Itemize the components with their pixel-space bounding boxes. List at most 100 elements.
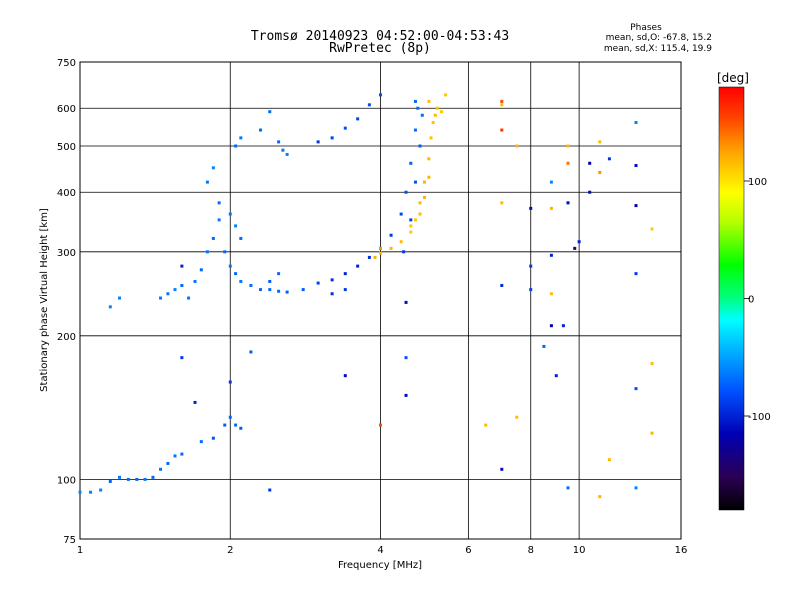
data-point-noise: [634, 486, 638, 490]
y-tick-label: 200: [57, 332, 76, 343]
data-point-noise: [577, 240, 581, 244]
data-point-o: [228, 415, 232, 419]
data-point-o: [259, 128, 263, 132]
data-point-x: [500, 201, 504, 205]
data-point-x: [427, 175, 431, 179]
data-point-x: [598, 495, 602, 499]
data-point-o: [118, 296, 122, 300]
data-point-o: [301, 288, 305, 292]
chart-title: Tromsø 20140923 04:52:00-04:53:43: [251, 29, 509, 44]
data-point-noise: [500, 283, 504, 287]
data-point-o: [285, 290, 289, 294]
data-point-o: [228, 380, 232, 384]
info-line-x: mean, sd,X: 115.4, 19.9: [604, 44, 712, 54]
data-point-x: [180, 264, 184, 268]
data-point-x: [429, 136, 433, 140]
data-point-o: [151, 475, 155, 479]
data-point-x: [484, 423, 488, 427]
data-point-x: [427, 157, 431, 161]
data-point-x: [427, 99, 431, 103]
data-point-noise: [379, 246, 382, 250]
data-point-o: [413, 99, 417, 103]
data-point-noise: [573, 246, 577, 250]
data-point-o: [223, 423, 227, 427]
data-point-o: [367, 103, 371, 107]
data-point-o: [389, 233, 393, 237]
data-point-o: [268, 288, 272, 292]
y-tick-label: 300: [57, 248, 76, 259]
data-point-noise: [529, 288, 533, 292]
colorbar-tick-label: 0: [748, 295, 754, 306]
data-point-o: [330, 136, 334, 140]
data-point-x: [418, 201, 422, 205]
data-point-o: [234, 144, 238, 148]
data-point-o: [402, 250, 406, 254]
data-point-o: [166, 461, 170, 465]
x-tick-label: 1: [77, 545, 83, 556]
data-point-noise: [549, 324, 553, 328]
data-point-x: [650, 227, 654, 231]
data-point-o: [199, 440, 203, 444]
data-point-o: [205, 250, 209, 254]
data-point-x: [409, 230, 413, 234]
data-point-o: [420, 113, 424, 117]
data-point-x: [500, 103, 504, 107]
data-point-o: [416, 106, 420, 110]
data-point-noise: [529, 206, 533, 210]
data-point-o: [78, 490, 82, 494]
data-point-o: [166, 292, 170, 296]
y-tick-label: 100: [57, 475, 76, 486]
data-point-x: [607, 458, 611, 462]
data-point-noise: [554, 374, 558, 378]
data-point-o: [193, 400, 197, 404]
data-point-o: [343, 288, 347, 292]
plot-grid: [80, 62, 681, 539]
data-point-o: [180, 283, 184, 287]
chart-subtitle: RwPretec (8p): [329, 41, 431, 56]
data-point-o: [180, 356, 184, 360]
data-point-o: [234, 423, 238, 427]
info-title: Phases: [630, 23, 662, 33]
data-point-noise: [500, 128, 504, 132]
data-point-o: [228, 264, 232, 268]
data-point-o: [223, 250, 227, 254]
x-axis-ticks: 1 2 4 6 8 10 16: [77, 545, 688, 556]
data-point-noise: [634, 121, 638, 125]
data-point-o: [239, 136, 243, 140]
data-point-x: [409, 224, 413, 228]
data-point-o: [356, 264, 360, 268]
data-point-o: [180, 452, 184, 456]
data-point-o: [89, 490, 93, 494]
x-tick-label: 16: [675, 545, 688, 556]
data-point-o: [211, 236, 215, 240]
x-tick-label: 10: [573, 545, 586, 556]
data-point-noise: [561, 324, 565, 328]
y-tick-label: 75: [63, 535, 76, 546]
data-point-o: [316, 281, 320, 285]
data-point-o: [239, 279, 243, 283]
data-point-x: [549, 292, 553, 296]
data-point-x: [433, 113, 437, 117]
y-tick-label: 400: [57, 188, 76, 199]
data-point-o: [205, 180, 209, 184]
data-point-o: [108, 305, 112, 309]
data-points: [78, 93, 654, 499]
info-line-o: mean, sd,O: -67.8, 15.2: [606, 33, 712, 43]
data-point-x: [435, 106, 439, 110]
data-point-o: [217, 201, 221, 205]
colorbar-label: [deg]: [717, 71, 749, 85]
data-point-x: [431, 121, 435, 125]
data-point-o: [211, 166, 215, 170]
data-point-noise: [529, 264, 533, 268]
data-point-o: [228, 212, 232, 216]
colorbar-ticks: 100 0 -100: [744, 177, 771, 423]
y-tick-label: 500: [57, 142, 76, 153]
data-point-o: [234, 272, 238, 276]
data-point-o: [330, 292, 334, 296]
data-point-x: [549, 206, 553, 210]
data-point-o: [249, 350, 253, 354]
data-point-o: [239, 236, 243, 240]
data-point-x: [418, 212, 422, 216]
data-point-noise: [566, 486, 570, 490]
